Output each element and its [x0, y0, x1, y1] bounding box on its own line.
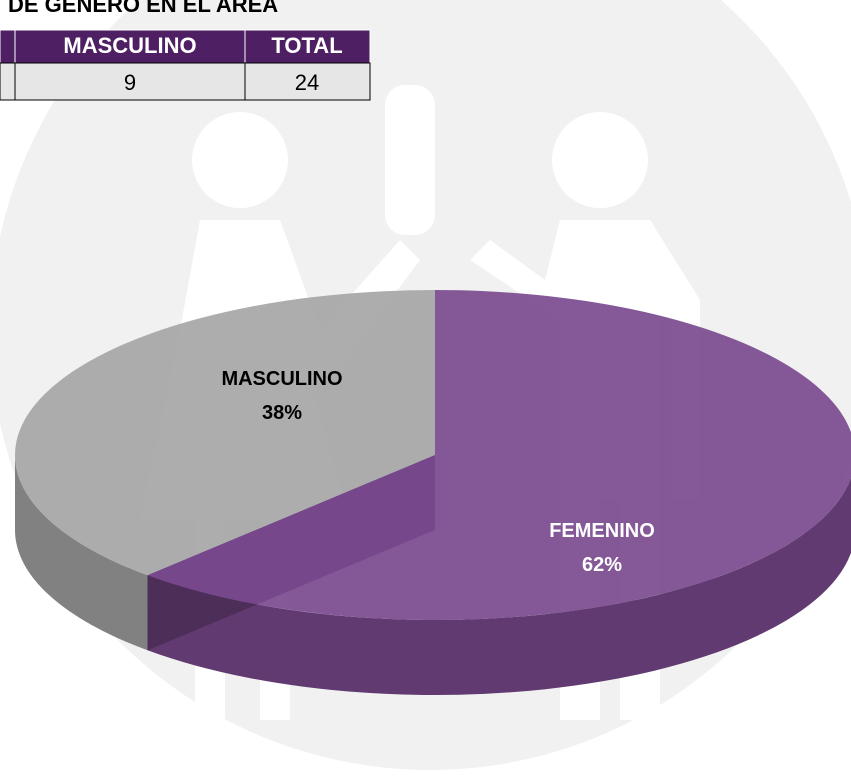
watermark-head: [552, 112, 648, 208]
pie-label-category: MASCULINO: [221, 368, 342, 390]
pie-label-value: 62%: [582, 554, 622, 576]
table-header-cell: [0, 30, 15, 63]
table-cell-text: 24: [295, 70, 319, 95]
watermark-bulb: [385, 85, 435, 235]
table-header: MASCULINO: [63, 33, 196, 58]
pie-chart: MASCULINO 38% FEMENINO 62%: [15, 290, 851, 695]
table-cell: [0, 63, 15, 100]
page: DE GENERO EN EL AREA MASCULINO TOTAL 9 2…: [0, 0, 851, 781]
pie-label-value: 38%: [262, 402, 302, 424]
watermark-head: [192, 112, 288, 208]
table-header: TOTAL: [271, 33, 342, 58]
table-cell-text: 9: [124, 70, 136, 95]
page-title: DE GENERO EN EL AREA: [8, 0, 278, 17]
pie-label-category: FEMENINO: [549, 520, 655, 542]
table: MASCULINO TOTAL 9 24: [0, 30, 370, 100]
